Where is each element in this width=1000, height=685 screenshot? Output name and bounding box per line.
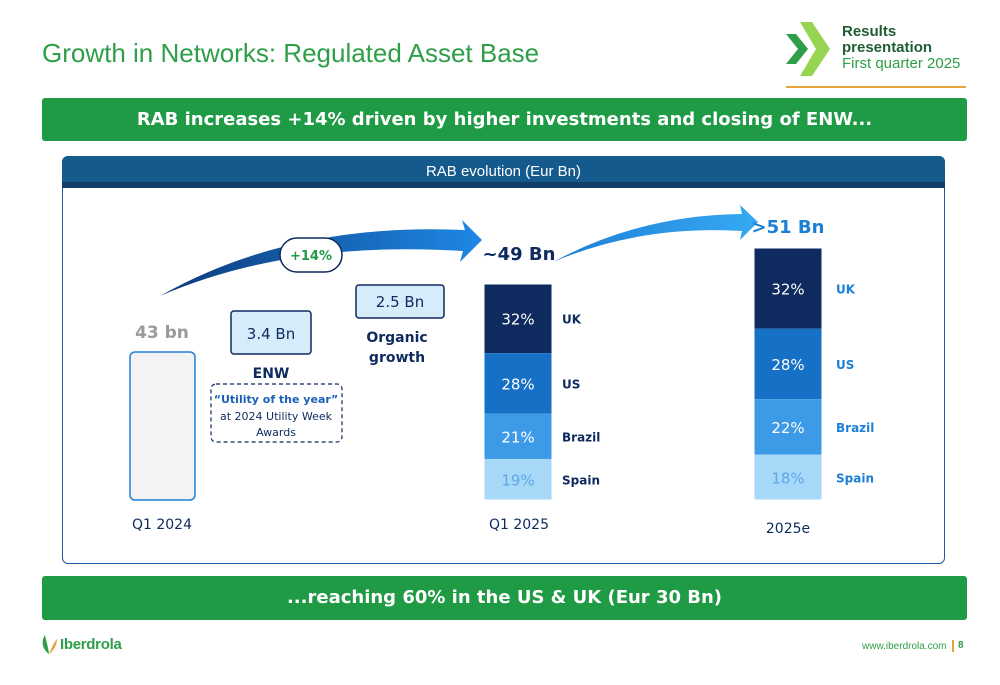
bar-segment-uk-q1-2025 bbox=[484, 284, 552, 354]
results-block: Results presentation First quarter 2025 bbox=[842, 24, 960, 72]
series-label-uk-2025e: UK bbox=[836, 282, 856, 296]
segment-pct-spain-q1-2025: 19% bbox=[501, 471, 534, 489]
segment-pct-spain-2025e: 18% bbox=[771, 469, 804, 487]
category-label-q1-2024: Q1 2024 bbox=[132, 517, 192, 533]
footer-url[interactable]: www.iberdrola.com bbox=[862, 641, 947, 652]
bar-segment-brazil-2025e bbox=[754, 399, 822, 455]
segment-pct-us-2025e: 28% bbox=[771, 356, 804, 374]
bar-q1-2024 bbox=[129, 351, 196, 501]
conclusion-banner: ...reaching 60% in the US & UK (Eur 30 B… bbox=[42, 576, 967, 620]
organic-value-box bbox=[355, 284, 445, 319]
headline-banner: RAB increases +14% driven by higher inve… bbox=[42, 98, 967, 141]
bar-segment-uk-2025e bbox=[754, 248, 822, 329]
enw-value-label: 3.4 Bn bbox=[247, 325, 295, 343]
enw-note-line3: Awards bbox=[256, 426, 296, 439]
series-label-brazil-q1-2025: Brazil bbox=[562, 430, 600, 444]
results-line-1: Results bbox=[842, 23, 897, 40]
enw-note-box bbox=[210, 383, 343, 443]
bar-segment-us-2025e bbox=[754, 328, 822, 400]
organic-value-label: 2.5 Bn bbox=[376, 293, 424, 311]
growth-arrow-2 bbox=[553, 205, 758, 262]
category-label-q1-2025: Q1 2025 bbox=[489, 517, 549, 533]
segment-pct-us-q1-2025: 28% bbox=[501, 375, 534, 393]
enw-label: ENW bbox=[253, 366, 290, 382]
bar-segment-spain-q1-2025 bbox=[484, 458, 552, 500]
series-label-spain-q1-2025: Spain bbox=[562, 473, 600, 487]
footer-brand: Iberdrola bbox=[60, 636, 122, 653]
total-label-q1-2024: 43 bn bbox=[135, 323, 189, 343]
total-label-2025e: >51 Bn bbox=[752, 217, 825, 238]
results-line-3: First quarter 2025 bbox=[842, 55, 961, 72]
growth-pill bbox=[279, 237, 343, 273]
bar-outline-2025e bbox=[753, 247, 823, 501]
iberdrola-logo-icon bbox=[42, 635, 57, 654]
growth-arrow-1 bbox=[160, 220, 482, 296]
segment-pct-brazil-2025e: 22% bbox=[771, 419, 804, 437]
chart-title: RAB evolution (Eur Bn) bbox=[62, 156, 945, 188]
results-line-2: presentation bbox=[842, 39, 933, 56]
series-label-us-q1-2025: US bbox=[562, 377, 580, 391]
page-title: Growth in Networks: Regulated Asset Base bbox=[42, 38, 540, 68]
series-label-brazil-2025e: Brazil bbox=[836, 421, 874, 435]
footer-separator bbox=[952, 640, 954, 652]
organic-label-line1: Organic bbox=[366, 330, 427, 346]
growth-label: +14% bbox=[290, 249, 332, 264]
segment-pct-brazil-q1-2025: 21% bbox=[501, 428, 534, 446]
segment-pct-uk-q1-2025: 32% bbox=[501, 311, 534, 329]
title-rule bbox=[786, 86, 966, 88]
bar-segment-spain-2025e bbox=[754, 454, 822, 500]
category-label-2025e: 2025e bbox=[766, 521, 810, 537]
bar-outline-q1-2025 bbox=[483, 283, 553, 501]
bar-segment-brazil-q1-2025 bbox=[484, 413, 552, 459]
series-label-uk-q1-2025: UK bbox=[562, 313, 582, 327]
enw-note-bold: “Utility of the year” bbox=[214, 393, 338, 406]
bar-segment-us-q1-2025 bbox=[484, 353, 552, 414]
series-label-us-2025e: US bbox=[836, 358, 854, 372]
total-label-q1-2025: ~49 Bn bbox=[483, 244, 556, 265]
chevron-logo-icon bbox=[786, 22, 830, 76]
enw-value-box bbox=[230, 310, 312, 355]
enw-note-line2: at 2024 Utility Week bbox=[220, 410, 333, 423]
segment-pct-uk-2025e: 32% bbox=[771, 280, 804, 298]
page-number: 8 bbox=[958, 640, 964, 651]
organic-label-line2: growth bbox=[369, 350, 425, 366]
series-label-spain-2025e: Spain bbox=[836, 471, 874, 485]
